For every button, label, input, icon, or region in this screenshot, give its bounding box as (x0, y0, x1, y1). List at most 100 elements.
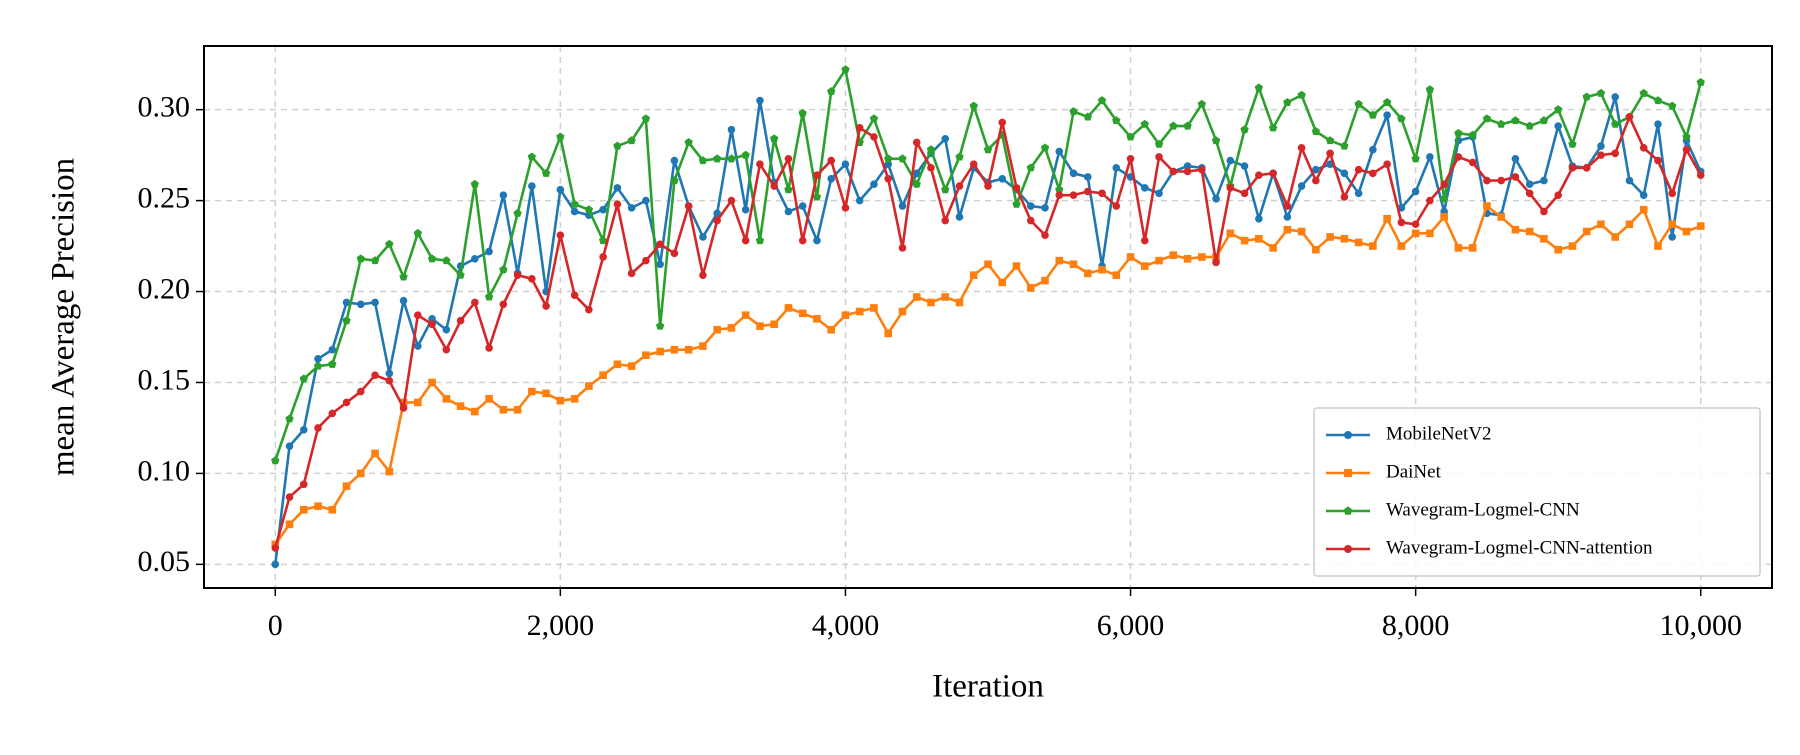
marker (1383, 111, 1391, 119)
marker (670, 176, 679, 185)
marker (314, 502, 322, 510)
marker (1582, 164, 1591, 172)
marker (1411, 220, 1420, 229)
marker (1255, 234, 1263, 243)
marker (399, 296, 408, 305)
marker (328, 409, 337, 418)
marker (641, 114, 651, 123)
marker (528, 182, 536, 190)
marker (1041, 231, 1049, 239)
marker (342, 482, 351, 490)
marker (1226, 184, 1235, 192)
marker (1012, 184, 1021, 192)
marker (1041, 204, 1049, 212)
marker (556, 231, 565, 239)
marker (556, 185, 565, 194)
marker (1397, 114, 1406, 123)
marker (1454, 244, 1463, 252)
marker (471, 254, 479, 263)
marker (855, 307, 864, 316)
marker (912, 179, 921, 188)
x-tick-label: 10,000 (1659, 609, 1742, 642)
marker (1311, 127, 1321, 136)
marker (1497, 176, 1505, 185)
marker (528, 387, 536, 396)
marker (1397, 218, 1406, 227)
marker (499, 265, 508, 274)
marker (1169, 167, 1178, 176)
marker (983, 145, 993, 154)
marker (413, 228, 423, 237)
marker (1454, 153, 1463, 161)
x-tick-label: 4,000 (812, 609, 880, 642)
marker (1554, 245, 1562, 254)
marker (827, 174, 835, 183)
marker (1369, 242, 1377, 250)
legend-item: DaiNet (1326, 461, 1442, 482)
marker (499, 300, 508, 309)
marker (870, 133, 878, 141)
marker (328, 505, 337, 514)
marker (1625, 113, 1634, 121)
marker (884, 329, 893, 338)
marker (442, 256, 451, 265)
marker (1126, 132, 1135, 141)
marker (1568, 164, 1577, 172)
marker (570, 395, 579, 403)
y-tick-label: 0.15 (138, 363, 191, 396)
marker (670, 156, 679, 165)
marker (955, 298, 964, 307)
marker (1639, 88, 1648, 97)
marker (984, 260, 992, 269)
marker (941, 185, 950, 194)
marker (1212, 258, 1220, 267)
marker (941, 134, 950, 143)
marker (699, 342, 707, 350)
marker (513, 405, 522, 414)
marker (1625, 176, 1634, 185)
marker (371, 298, 379, 307)
marker (1240, 189, 1249, 198)
marker (1026, 284, 1035, 292)
marker (1496, 119, 1506, 128)
marker (813, 315, 821, 323)
marker (570, 291, 579, 299)
marker (642, 196, 650, 205)
marker (1344, 430, 1353, 439)
marker (1183, 167, 1192, 176)
marker (1183, 254, 1192, 263)
plot-frame (203, 45, 1773, 589)
marker (1269, 169, 1277, 178)
marker (271, 456, 280, 465)
marker (285, 414, 294, 423)
axes: 0 2,000 4,000 6,000 8,000 10,000 0.05 0.10 0.15 0… (138, 91, 1742, 642)
marker (1012, 262, 1021, 270)
marker (613, 184, 622, 192)
y-axis-label: mean Average Precision (46, 158, 82, 476)
legend-item: Wavegram-Logmel-CNN-attention (1326, 537, 1653, 558)
y-tick-label: 0.25 (138, 181, 191, 214)
marker (998, 278, 1007, 287)
marker (1553, 105, 1563, 114)
marker (798, 309, 807, 318)
marker (1425, 85, 1435, 94)
marker (1511, 154, 1520, 163)
marker (456, 402, 465, 410)
marker (1411, 187, 1420, 196)
marker (342, 398, 351, 407)
marker (1554, 122, 1562, 130)
marker (1012, 199, 1021, 208)
marker (884, 174, 893, 183)
marker (356, 300, 365, 309)
marker (670, 249, 679, 258)
marker (556, 396, 565, 405)
marker (542, 302, 550, 310)
marker (741, 205, 750, 214)
marker (399, 404, 408, 412)
series-layer (271, 65, 1705, 569)
marker (1169, 251, 1178, 259)
marker (727, 324, 736, 332)
marker (627, 136, 636, 145)
marker (599, 371, 607, 380)
marker (1326, 233, 1334, 241)
